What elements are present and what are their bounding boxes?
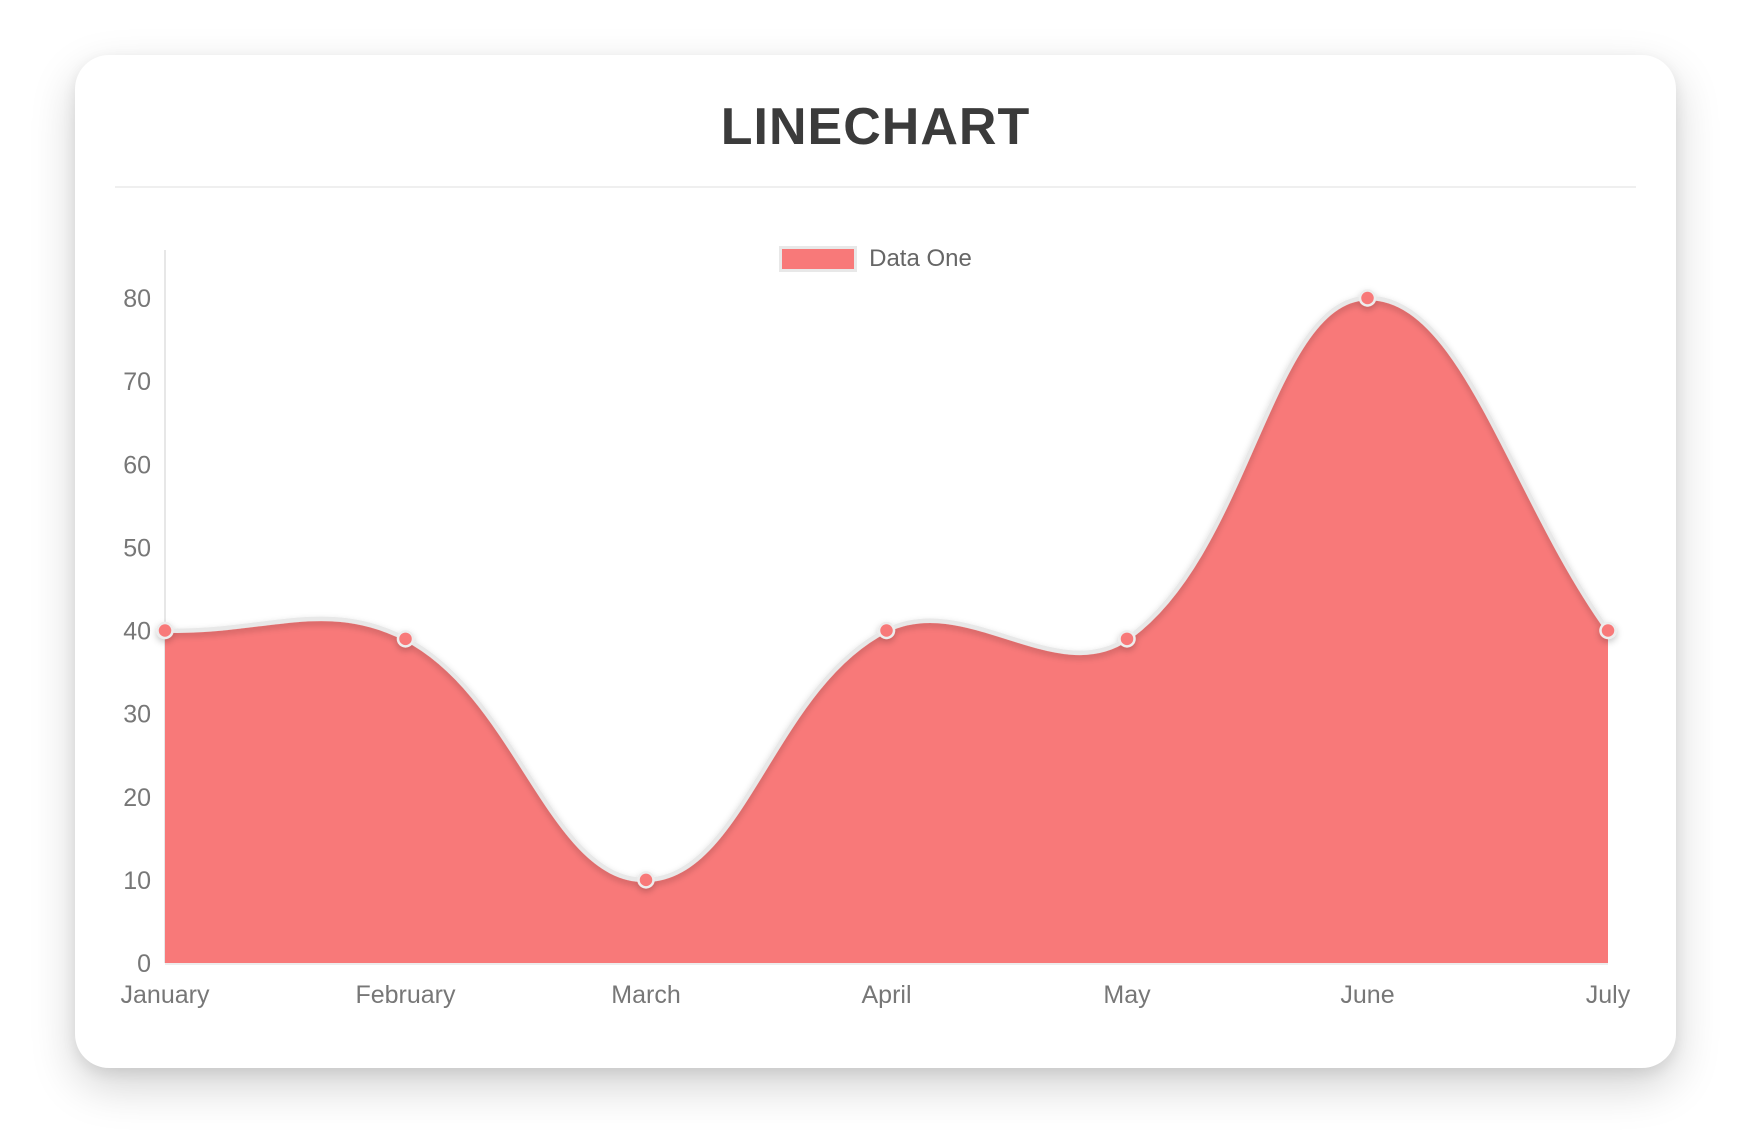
- y-tick-label: 40: [123, 618, 151, 646]
- y-tick-label: 10: [123, 867, 151, 895]
- data-point-may[interactable]: [1118, 630, 1136, 648]
- data-point-march[interactable]: [637, 871, 655, 889]
- y-tick-label: 60: [123, 451, 151, 479]
- legend-label: Data One: [869, 245, 972, 272]
- data-point-april[interactable]: [877, 621, 896, 640]
- title-divider: [115, 186, 1636, 188]
- y-tick-label: 30: [123, 701, 151, 729]
- y-tick-label: 0: [137, 950, 151, 978]
- data-point-june[interactable]: [1358, 289, 1377, 307]
- y-tick-label: 20: [123, 784, 151, 812]
- data-point-january[interactable]: [156, 621, 174, 640]
- x-tick-label: May: [1103, 981, 1151, 1009]
- x-tick-label: July: [1586, 981, 1631, 1009]
- y-tick-label: 70: [123, 368, 151, 396]
- legend-swatch: [779, 246, 858, 272]
- x-tick-label: March: [611, 981, 680, 1009]
- line-chart-canvas[interactable]: 0 10 20 30 40 50 60 70 80 January February March Apr…: [75, 55, 1676, 1068]
- data-point-july[interactable]: [1599, 621, 1617, 640]
- chart-card: LINECHART Data One 0 10 20 30 40 50 60 70 80 Janu…: [75, 55, 1676, 1068]
- y-tick-label: 50: [123, 534, 151, 562]
- chart-title: LINECHART: [720, 98, 1031, 156]
- x-tick-label: January: [121, 981, 210, 1009]
- legend-item-data-one[interactable]: Data One: [75, 245, 1676, 273]
- x-tick-label: April: [861, 981, 911, 1009]
- x-tick-label: June: [1340, 981, 1394, 1009]
- series-data-one: [156, 289, 1617, 889]
- data-point-february[interactable]: [396, 630, 415, 648]
- y-tick-label: 80: [123, 285, 151, 313]
- x-tick-label: February: [355, 981, 456, 1009]
